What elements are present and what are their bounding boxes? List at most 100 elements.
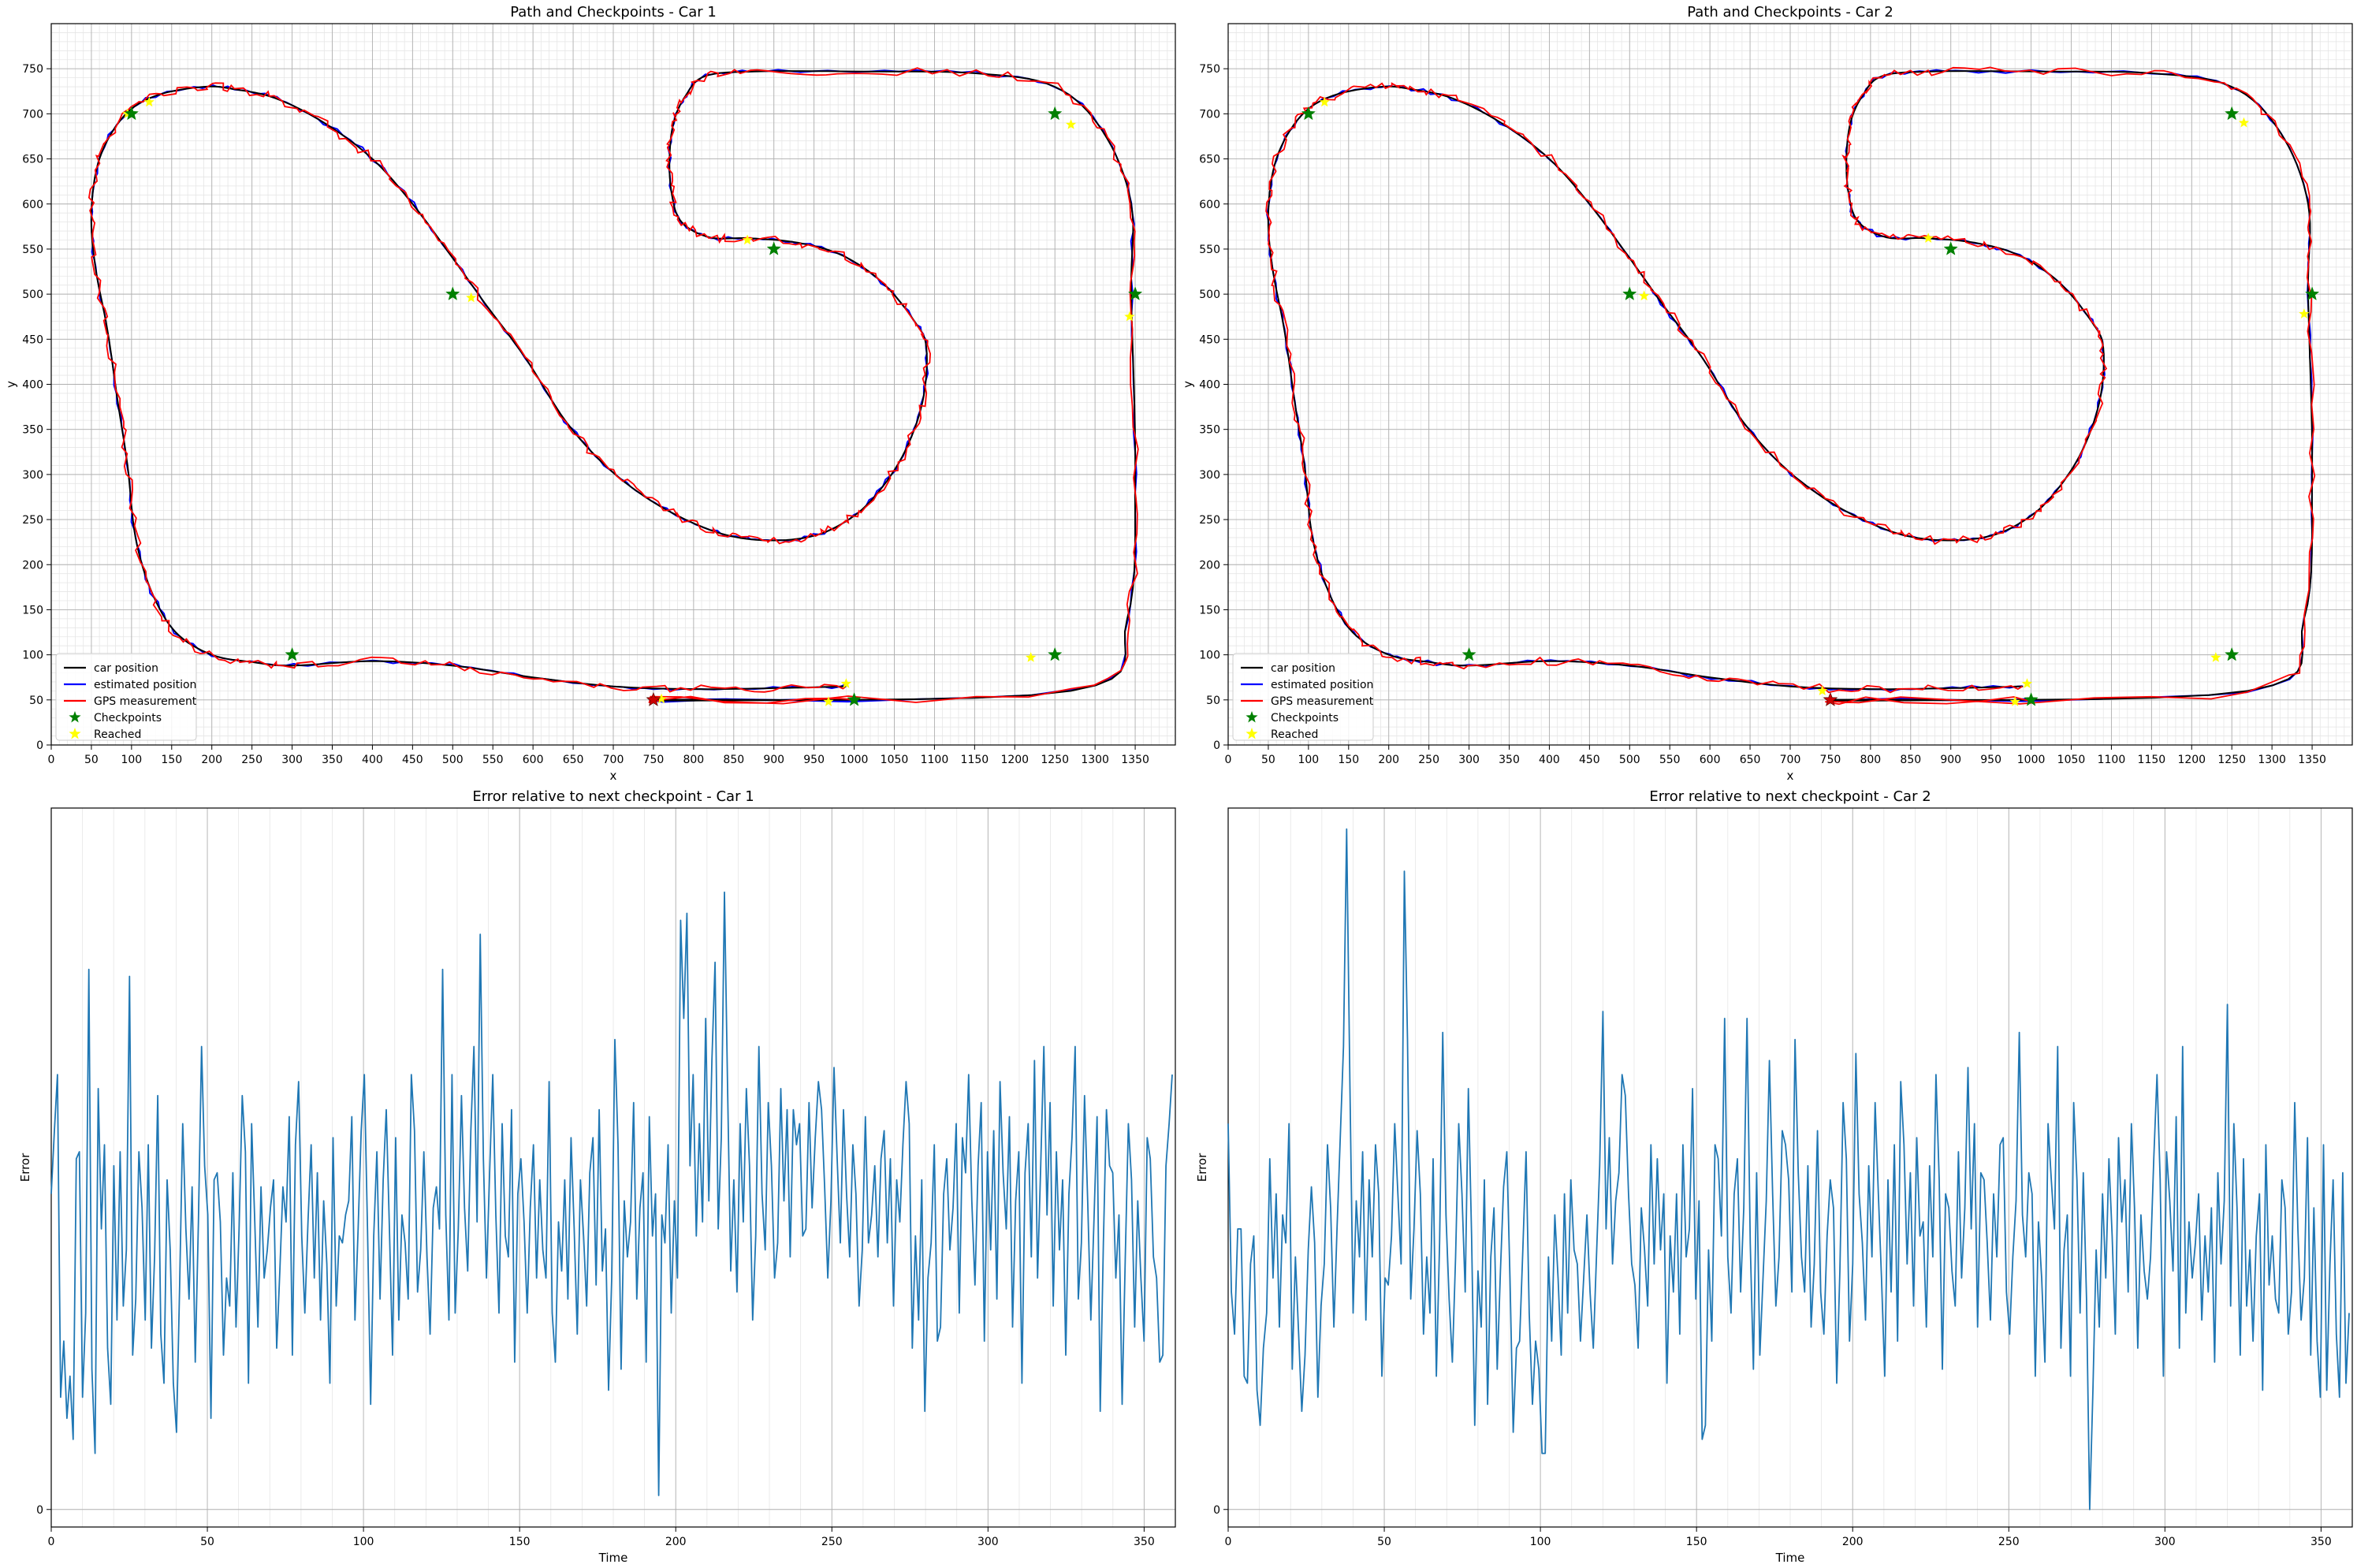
x-tick-label: 550 — [482, 754, 504, 766]
checkpoint-marker — [1048, 646, 1063, 661]
x-tick-label: 100 — [1530, 1536, 1551, 1548]
y-axis-label: Error — [1195, 1153, 1209, 1182]
x-tick-label: 150 — [161, 754, 182, 766]
path-panel-car-2: 0 50 100 150 200 250 300 350 400 450 500 550 600 650 7… — [1181, 4, 2353, 783]
x-tick-label: 500 — [442, 754, 464, 766]
x-tick-label: 250 — [821, 1536, 843, 1548]
checkpoint-marker — [766, 241, 781, 255]
legend-reached: Reached — [1246, 728, 1318, 741]
x-tick-label: 100 — [1298, 754, 1319, 766]
x-tick-label: 1250 — [2217, 754, 2246, 766]
ticks: 0 50 100 150 200 250 300 350 400 450 500 550 600 650 7… — [1199, 63, 2326, 766]
legend-label: GPS measurement — [1271, 695, 1374, 708]
x-tick-label: 300 — [977, 1536, 999, 1548]
x-axis-label: Time — [598, 1551, 628, 1565]
error-panel-car-2: 0 50 100 150 200 250 300 350 0 Error relative to … — [1195, 788, 2353, 1565]
chart-title: Error relative to next checkpoint - Car … — [1649, 788, 1931, 805]
x-tick-label: 500 — [1619, 754, 1640, 766]
x-tick-label: 550 — [1659, 754, 1681, 766]
series-error — [1227, 828, 2350, 1510]
reached-marker — [823, 696, 834, 706]
checkpoint-marker — [1943, 241, 1958, 255]
y-tick-label: 600 — [1199, 199, 1220, 211]
legend-box — [1232, 653, 1374, 741]
x-tick-label: 0 — [1225, 754, 1232, 766]
reached-marker — [2210, 652, 2221, 662]
y-tick-label: 150 — [22, 604, 43, 616]
x-tick-label: 1150 — [961, 754, 989, 766]
reached-marker — [466, 292, 477, 303]
x-tick-label: 1150 — [2138, 754, 2166, 766]
x-tick-label: 900 — [1940, 754, 1961, 766]
reached-marker — [2009, 696, 2020, 706]
reached-marker — [2238, 117, 2250, 128]
x-tick-label: 150 — [509, 1536, 531, 1548]
x-tick-label: 650 — [563, 754, 584, 766]
x-tick-label: 400 — [1539, 754, 1560, 766]
y-tick-label: 700 — [22, 108, 43, 121]
y-tick-label: 550 — [22, 244, 43, 256]
legend-estimated-position: estimated position — [1241, 679, 1373, 691]
y-tick-label: 100 — [22, 650, 43, 662]
y-tick-label: 350 — [22, 424, 43, 437]
x-tick-label: 300 — [2154, 1536, 2176, 1548]
x-tick-label: 1250 — [1041, 754, 1069, 766]
y-tick-label: 400 — [22, 379, 43, 392]
x-axis-label: x — [1787, 769, 1794, 783]
final-checkpoint-marker — [1823, 691, 1838, 706]
plot-area — [88, 67, 1143, 706]
reached-marker — [2021, 678, 2033, 688]
x-tick-label: 1050 — [881, 754, 909, 766]
ticks: 0 50 100 150 200 250 300 350 0 — [1213, 1504, 2332, 1548]
checkpoint-marker — [445, 286, 460, 300]
reached-marker — [1817, 685, 1828, 695]
y-tick-label: 50 — [29, 695, 43, 707]
y-tick-label: 0 — [1213, 739, 1220, 752]
legend-gps-measurement: GPS measurement — [1241, 695, 1374, 708]
reached-marker — [840, 678, 851, 688]
axes-frame — [1227, 807, 2353, 1528]
y-tick-label: 650 — [1199, 154, 1220, 166]
checkpoint-marker — [2225, 106, 2240, 121]
ticks: 0 50 100 150 200 250 300 350 400 450 500 550 600 650 7… — [22, 63, 1149, 766]
x-tick-label: 350 — [1499, 754, 1520, 766]
y-tick-label: 0 — [36, 1504, 43, 1517]
x-tick-label: 0 — [1225, 1536, 1232, 1548]
legend-label: Checkpoints — [94, 712, 162, 724]
legend-label: car position — [94, 662, 158, 675]
legend-star-swatch — [1246, 728, 1258, 739]
x-tick-label: 50 — [1261, 754, 1275, 766]
reached-marker — [1639, 290, 1650, 301]
checkpoint-marker — [2304, 286, 2320, 300]
x-tick-label: 250 — [1998, 1536, 2020, 1548]
x-tick-label: 250 — [1418, 754, 1439, 766]
x-tick-label: 1200 — [1000, 754, 1029, 766]
y-axis-label: y — [4, 381, 18, 388]
plot-area — [1265, 66, 2320, 706]
x-tick-label: 200 — [1378, 754, 1399, 766]
x-tick-label: 1100 — [2098, 754, 2126, 766]
x-tick-label: 800 — [1860, 754, 1881, 766]
x-axis-label: x — [610, 769, 617, 783]
legend-estimated-position: estimated position — [64, 679, 196, 691]
axes-frame — [50, 23, 1176, 746]
checkpoint-marker — [2225, 646, 2240, 661]
y-tick-label: 600 — [22, 199, 43, 211]
x-tick-label: 0 — [48, 1536, 55, 1548]
grid — [50, 23, 1176, 746]
chart-title: Path and Checkpoints - Car 1 — [510, 4, 717, 20]
x-tick-label: 50 — [200, 1536, 214, 1548]
x-tick-label: 400 — [362, 754, 383, 766]
legend-car-position: car position — [64, 662, 158, 675]
x-tick-label: 950 — [803, 754, 825, 766]
x-tick-label: 700 — [1780, 754, 1801, 766]
axes-frame — [1227, 23, 2353, 746]
error-panel-car-1: 0 50 100 150 200 250 300 350 0 Error relative to … — [18, 788, 1176, 1565]
x-tick-label: 750 — [1820, 754, 1841, 766]
x-tick-label: 200 — [1842, 1536, 1864, 1548]
y-tick-label: 450 — [1199, 333, 1220, 346]
reached-marker — [1026, 652, 1037, 662]
legend-gps-measurement: GPS measurement — [64, 695, 197, 708]
x-tick-label: 1100 — [921, 754, 949, 766]
legend-box — [55, 653, 197, 741]
